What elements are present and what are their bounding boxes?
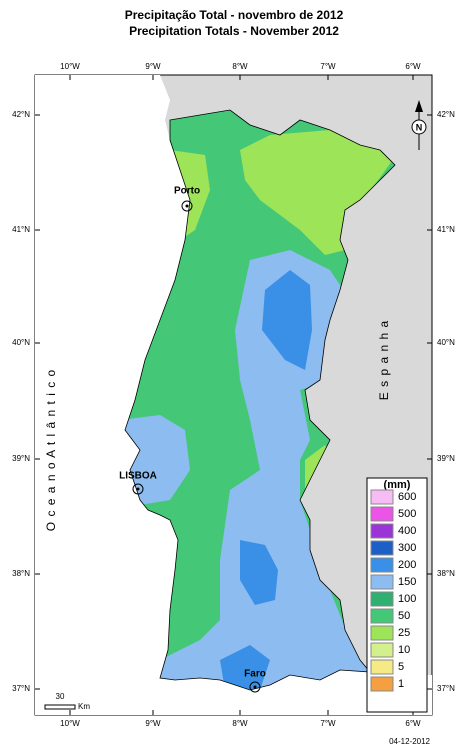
legend-label: 150	[398, 576, 416, 588]
legend-label: 10	[398, 644, 410, 656]
legend-label: 100	[398, 593, 416, 605]
subtitle: Precipitation Totals - November 2012	[129, 24, 339, 38]
lon-label: 7°W	[320, 62, 336, 71]
lon-label: 8°W	[232, 62, 248, 71]
legend-swatch	[370, 642, 394, 658]
legend-label: 300	[398, 542, 416, 554]
north-arrow	[411, 119, 427, 135]
spain-label: E s p a n h a	[377, 320, 391, 400]
legend-swatch	[370, 489, 394, 505]
city-marker	[132, 483, 144, 495]
lon-label: 8°W	[232, 719, 248, 728]
lon-label: 6°W	[405, 62, 421, 71]
lon-label: 9°W	[145, 62, 161, 71]
legend-swatch	[370, 574, 394, 590]
lat-label: 38°N	[437, 569, 455, 578]
city-label: Porto	[174, 186, 200, 197]
legend-label: 50	[398, 610, 410, 622]
lat-label: 37°N	[437, 684, 455, 693]
lon-label: 6°W	[405, 719, 421, 728]
lat-label: 41°N	[437, 225, 455, 234]
legend-swatch	[370, 591, 394, 607]
lon-label: 9°W	[145, 719, 161, 728]
legend-label: 5	[398, 661, 404, 673]
scale-distance: 30	[56, 692, 65, 701]
legend-title: (mm)	[384, 479, 411, 491]
legend-swatch	[370, 608, 394, 624]
legend-label: 400	[398, 525, 416, 537]
ocean-label: O c e a n o A t l â n t i c o	[44, 369, 58, 531]
scale-unit: Km	[78, 702, 90, 711]
graticule: 10°W 10°W 9°W 9°W 8°W 8°W 7°W 7°W 6°W 6°W 42°N 42°N…	[12, 62, 455, 728]
legend-swatch	[370, 676, 394, 692]
lat-label: 40°N	[437, 338, 455, 347]
legend-swatch	[370, 625, 394, 641]
lat-label: 39°N	[437, 454, 455, 463]
lon-label: 7°W	[320, 719, 336, 728]
legend-swatch	[370, 540, 394, 556]
city-label: Faro	[244, 669, 266, 680]
legend-label: 600	[398, 491, 416, 503]
legend-swatch	[370, 557, 394, 573]
legend-label: 200	[398, 559, 416, 571]
legend-label: 500	[398, 508, 416, 520]
ocean	[35, 75, 432, 715]
lat-label: 41°N	[12, 225, 30, 234]
city-marker	[249, 681, 261, 693]
date: 04-12-2012	[389, 737, 430, 746]
lat-label: 42°N	[12, 110, 30, 119]
city-marker	[136, 487, 140, 491]
north-arrow	[415, 100, 423, 112]
city-marker	[253, 685, 257, 689]
city-marker	[181, 200, 193, 212]
title: Precipitação Total - novembro de 2012	[125, 8, 344, 22]
scale-bar	[44, 704, 76, 710]
lat-label: 37°N	[12, 684, 30, 693]
legend-swatch	[370, 659, 394, 675]
lat-label: 42°N	[437, 110, 455, 119]
lat-label: 40°N	[12, 338, 30, 347]
lon-label: 10°W	[60, 719, 80, 728]
legend: 600 500 400 300 200 150 100 50 25 10 5 1	[370, 489, 416, 692]
lat-label: 39°N	[12, 454, 30, 463]
lon-label: 10°W	[60, 62, 80, 71]
legend-swatch	[370, 523, 394, 539]
lat-label: 38°N	[12, 569, 30, 578]
city-marker	[185, 204, 189, 208]
legend-swatch	[370, 506, 394, 522]
legend-label: 1	[398, 678, 404, 690]
north-label: N	[416, 122, 423, 132]
legend-label: 25	[398, 627, 410, 639]
city-label: LISBOA	[119, 471, 157, 482]
